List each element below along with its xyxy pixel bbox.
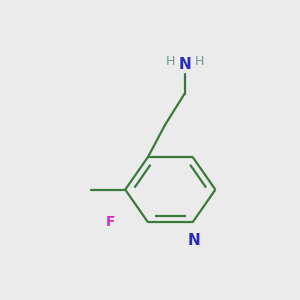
Text: H: H bbox=[194, 56, 204, 68]
Text: H: H bbox=[166, 56, 175, 68]
Text: N: N bbox=[178, 57, 191, 72]
Text: N: N bbox=[188, 233, 200, 248]
Text: F: F bbox=[106, 215, 115, 229]
